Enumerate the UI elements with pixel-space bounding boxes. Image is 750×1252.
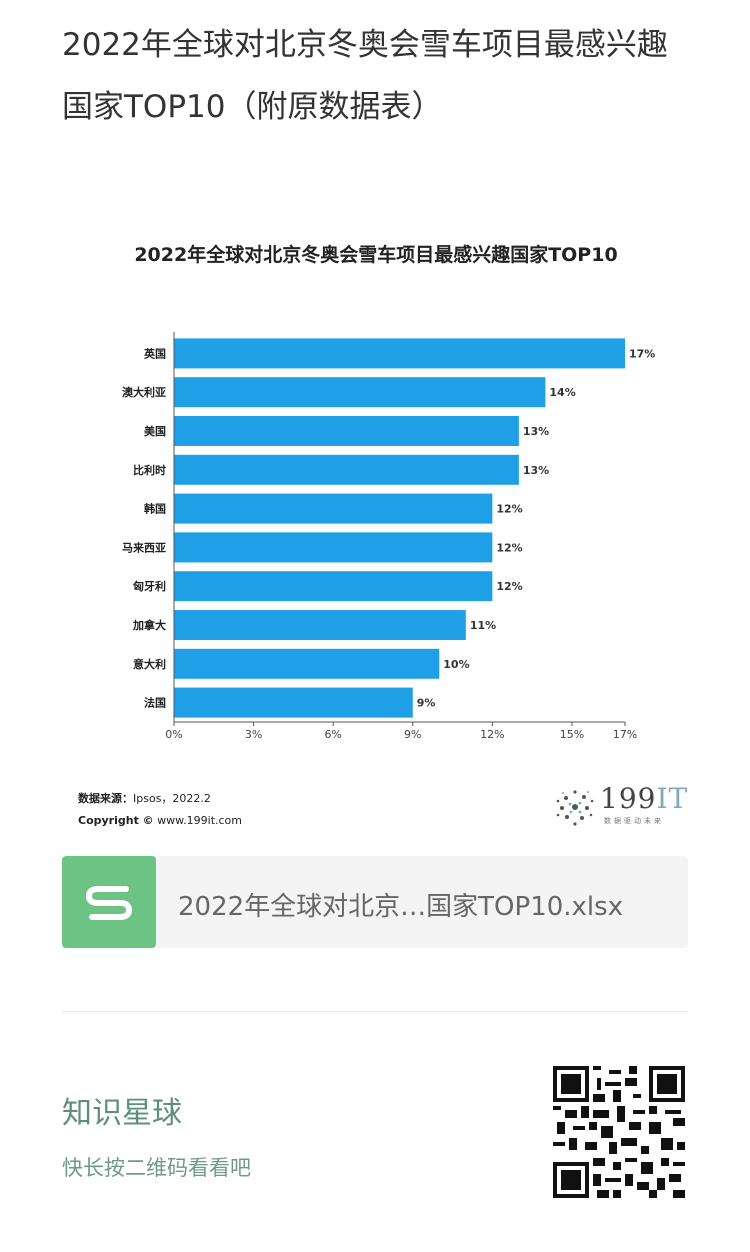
x-tick-label: 15% [560,728,584,741]
qr-code-icon[interactable] [553,1066,685,1198]
category-label: 法国 [144,696,166,710]
bar [174,377,546,408]
chart-image: 2022年全球对北京冬奥会雪车项目最感兴趣国家TOP10 英国 17% 澳大利亚 14… [62,220,690,840]
bar [174,648,440,679]
x-tick-label: 12% [480,728,504,741]
brand-logo: 199IT 数据驱动未来 [552,782,687,830]
attachment-filename: 2022年全球对北京…国家TOP10.xlsx [178,892,624,922]
category-label: 澳大利亚 [122,385,166,399]
bar [174,532,493,563]
bar-chart: 英国 17% 澳大利亚 14% 美国 13% 比利时 13% 韩国 12% 马来西亚 12% 匈牙利 12… [122,332,655,741]
category-label: 意大利 [133,657,166,671]
bar [174,416,519,446]
value-label: 9% [417,697,436,710]
value-label: 13% [523,464,549,477]
spreadsheet-s-icon [62,856,156,948]
value-label: 12% [496,541,522,554]
brand-name: 199IT [600,782,689,815]
value-label: 14% [549,386,575,399]
promo-title: 知识星球 [62,1096,182,1131]
bar [174,493,493,524]
source-value: Ipsos，2022.2 [133,792,211,805]
category-label: 比利时 [133,463,166,477]
chart-title: 2022年全球对北京冬奥会雪车项目最感兴趣国家TOP10 [134,244,618,266]
section-divider [62,1011,688,1012]
value-label: 12% [496,580,522,593]
x-tick-label: 17% [613,728,637,741]
copyright-value: www.199it.com [157,814,243,827]
bar [174,338,625,369]
source-label: 数据来源： [78,792,133,805]
value-label: 10% [443,658,469,671]
category-label: 美国 [144,424,166,438]
bar [174,571,493,602]
article-title: 2022年全球对北京冬奥会雪车项目最感兴趣国家TOP10（附原数据表） [62,27,668,125]
x-tick-label: 9% [404,728,421,741]
value-label: 11% [470,619,496,632]
dandelion-logo-icon [556,790,594,826]
source-block: 数据来源：Ipsos，2022.2 Copyright © www.199it.… [78,788,242,832]
category-label: 韩国 [144,502,166,516]
bar [174,454,519,485]
value-label: 17% [629,347,655,360]
value-label: 13% [523,425,549,438]
brand-tagline: 数据驱动未来 [604,817,664,825]
attachment-file-card[interactable]: 2022年全球对北京…国家TOP10.xlsx [62,856,688,948]
promo-subtitle: 快长按二维码看看吧 [62,1156,251,1180]
bar [174,610,466,640]
category-label: 匈牙利 [133,579,166,593]
x-tick-label: 3% [245,728,262,741]
category-label: 马来西亚 [122,540,166,554]
x-tick-label: 0% [165,728,182,741]
x-tick-label: 6% [324,728,341,741]
bar [174,687,413,718]
category-label: 英国 [143,346,166,360]
category-label: 加拿大 [132,618,166,632]
value-label: 12% [496,503,522,516]
copyright-label: Copyright © [78,814,154,827]
